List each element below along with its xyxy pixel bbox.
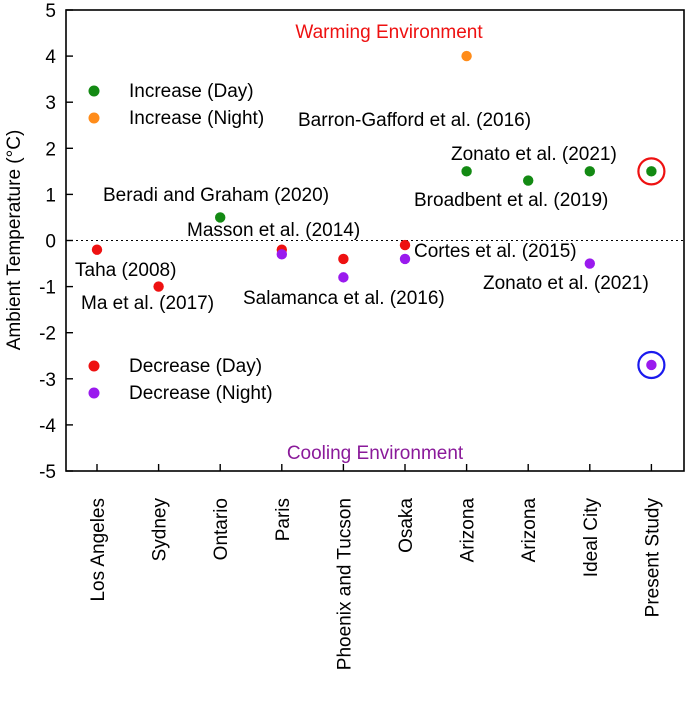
- legend-label-decrease-day: Decrease (Day): [129, 356, 262, 377]
- y-tick-label: 3: [45, 93, 56, 114]
- legend-marker-decrease-day: [88, 360, 100, 372]
- point-decrease-night: [646, 359, 657, 371]
- y-tick-label: 2: [45, 139, 56, 160]
- point-decrease-night: [584, 258, 595, 269]
- annotation-taha: Taha (2008): [75, 260, 176, 281]
- y-tick-label: 5: [45, 1, 56, 22]
- x-category-label: Ontario: [211, 498, 232, 560]
- y-tick-label: -2: [39, 324, 56, 345]
- y-tick-label: -4: [39, 416, 56, 437]
- x-category-label: Sydney: [150, 498, 171, 562]
- x-category-label: Phoenix and Tucson: [334, 498, 355, 670]
- annotation-barron-gafford: Barron-Gafford et al. (2016): [298, 110, 531, 131]
- x-category-label: Arizona: [458, 498, 479, 563]
- point-increase-day: [461, 166, 472, 177]
- annotation-cortes: Cortes et al. (2015): [414, 241, 577, 262]
- point-decrease-day: [399, 239, 411, 251]
- highlight-circles: [637, 157, 666, 380]
- legend-marker-increase-night: [88, 112, 100, 124]
- legend-marker-decrease-night: [88, 387, 100, 399]
- annotation-zonato-bottom: Zonato et al. (2021): [483, 273, 649, 294]
- highlight-circle: [637, 157, 666, 186]
- point-decrease-night: [399, 253, 411, 265]
- point-decrease-day: [91, 244, 103, 255]
- legend-label-increase-day: Increase (Day): [129, 81, 254, 102]
- annotation-ma: Ma et al. (2017): [81, 293, 214, 314]
- y-tick-label: 1: [45, 185, 56, 206]
- x-category-label: Osaka: [396, 498, 417, 553]
- y-axis-label: Ambient Temperature (°C): [4, 130, 25, 351]
- x-category-label: Arizona: [519, 498, 540, 563]
- y-tick-label: 4: [45, 47, 56, 68]
- annotation-salamanca: Salamanca et al. (2016): [243, 288, 445, 309]
- y-tick-label: 0: [45, 232, 56, 253]
- annotation-beradi: Beradi and Graham (2020): [103, 185, 329, 206]
- x-category-label: Los Angeles: [88, 498, 109, 602]
- point-increase-night: [461, 50, 472, 62]
- x-category-label: Present Study: [642, 498, 663, 618]
- point-increase-day: [646, 166, 657, 177]
- y-ticks: 5 4 3 2 1 0 -1 -2 -3 -4 -5: [39, 1, 73, 483]
- y-tick-label: -3: [39, 370, 56, 391]
- y-tick-label: -1: [39, 278, 56, 299]
- highlight-circle: [637, 350, 666, 380]
- x-ticks: Los Angeles Sydney Ontario Paris Phoenix and…: [88, 464, 663, 670]
- point-decrease-night: [338, 272, 349, 283]
- point-increase-day: [215, 212, 226, 223]
- annotation-broadbent: Broadbent et al. (2019): [414, 190, 608, 211]
- y-tick-label: -5: [39, 462, 56, 483]
- point-decrease-day: [153, 281, 164, 292]
- point-decrease-day: [338, 253, 349, 265]
- point-increase-day: [523, 175, 534, 186]
- x-category-label: Paris: [273, 498, 294, 541]
- point-increase-day: [584, 166, 595, 177]
- legend-label-decrease-night: Decrease (Night): [129, 383, 273, 404]
- data-points: [91, 50, 657, 371]
- cooling-environment-label: Cooling Environment: [287, 443, 464, 464]
- point-decrease-night: [276, 249, 287, 260]
- x-category-label: Ideal City: [581, 498, 602, 578]
- legend-label-increase-night: Increase (Night): [129, 108, 264, 129]
- annotation-masson: Masson et al. (2014): [187, 220, 360, 241]
- warming-environment-label: Warming Environment: [295, 22, 483, 43]
- legend-marker-increase-day: [88, 85, 100, 97]
- annotation-zonato-top: Zonato et al. (2021): [451, 144, 617, 165]
